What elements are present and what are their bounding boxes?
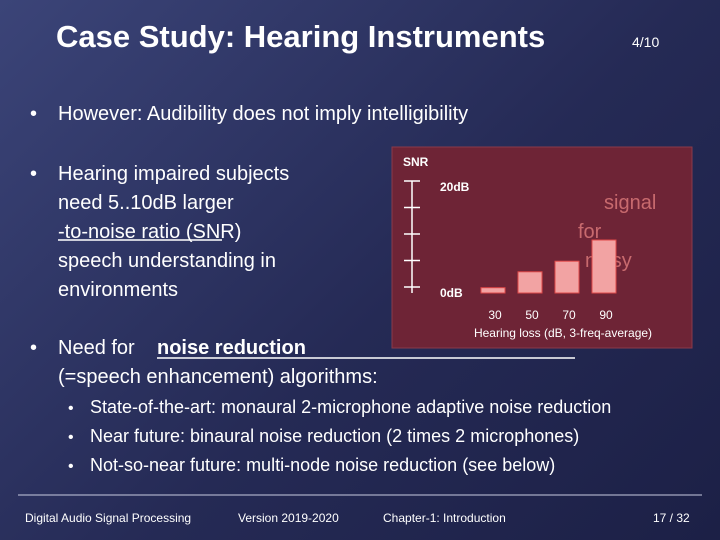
- sub-bullet-text: State-of-the-art: monaural 2-microphone …: [90, 397, 611, 417]
- bullet-text: need 5..10dB larger: [58, 192, 234, 214]
- bullet-text: Hearing impaired subjects: [58, 163, 289, 185]
- covered-word: signal: [604, 192, 656, 214]
- bullet-text: -to-noise ratio (SNR): [58, 221, 241, 243]
- bar: [554, 260, 580, 294]
- y-tick-label: 0dB: [440, 286, 463, 300]
- bullet-text: Need for: [58, 337, 135, 359]
- footer-slide: 17 / 32: [653, 511, 690, 525]
- x-axis-label: Hearing loss (dB, 3-freq-average): [474, 326, 652, 340]
- chart-box: [391, 146, 693, 349]
- footer-version: Version 2019-2020: [238, 511, 339, 525]
- page-number: 4/10: [632, 34, 659, 50]
- title: Case Study: Hearing Instruments: [56, 19, 545, 54]
- bullet-block: Hearing impaired subjects need 5..10dB la…: [58, 163, 289, 301]
- x-tick-label: 70: [562, 308, 576, 322]
- x-tick-label: 50: [525, 308, 539, 322]
- footer-chapter: Chapter-1: Introduction: [383, 511, 506, 525]
- sub-bullet-text: Not-so-near future: multi-node noise red…: [90, 455, 555, 475]
- bullet-text: (=speech enhancement) algorithms:: [58, 366, 378, 388]
- sub-bullets: • State-of-the-art: monaural 2-microphone…: [68, 397, 611, 475]
- bar: [591, 239, 617, 294]
- bullet-text: environments: [58, 279, 178, 301]
- sub-bullet: •: [68, 400, 74, 417]
- covered-word: for: [578, 221, 602, 243]
- y-axis-label: SNR: [403, 155, 429, 169]
- bullet-emphasis: noise reduction: [157, 337, 306, 359]
- bullet: •: [30, 103, 37, 125]
- x-tick-label: 90: [599, 308, 613, 322]
- bullet-text: However: Audibility does not imply intel…: [58, 103, 468, 125]
- footer-course: Digital Audio Signal Processing: [25, 511, 191, 525]
- chart: SNR 0dB 20dB 30 50 70 90 Hearing loss (dB, 3-fr…: [403, 155, 652, 340]
- sub-bullet-text: Near future: binaural noise reduction (2…: [90, 426, 579, 446]
- x-tick-label: 30: [488, 308, 502, 322]
- bullet: •: [30, 163, 37, 185]
- bar: [517, 271, 543, 294]
- bullet: •: [30, 337, 37, 359]
- sub-bullet: •: [68, 429, 74, 446]
- bullet-text: speech understanding in: [58, 250, 276, 272]
- sub-bullet: •: [68, 458, 74, 475]
- bar: [480, 287, 506, 294]
- y-tick-label: 20dB: [440, 180, 470, 194]
